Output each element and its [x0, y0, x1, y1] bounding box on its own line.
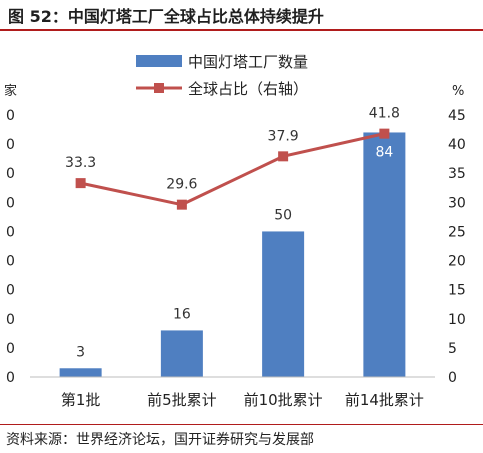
line-data-label: 41.8 [369, 106, 400, 122]
y-axis-right: % 0 5 10 15 20 25 30 35 40 45 [448, 84, 466, 386]
line-point [278, 151, 289, 162]
y-right-unit: % [452, 84, 464, 99]
y-left-tick: 0 [6, 341, 15, 357]
y-left-tick: 0 [6, 312, 15, 328]
bar [262, 231, 305, 377]
x-tick-label: 前5批累计 [147, 391, 217, 409]
y-left-tick: 0 [6, 283, 15, 299]
y-right-tick: 5 [448, 341, 457, 357]
y-right-tick: 35 [448, 166, 466, 182]
bar-series: 3 16 50 84 [59, 132, 406, 377]
title-rule [0, 29, 483, 31]
x-tick-label: 前14批累计 [345, 391, 424, 409]
y-left-tick: 0 [6, 370, 15, 386]
y-left-tick: 0 [6, 137, 15, 153]
bar [59, 368, 102, 377]
y-right-tick: 45 [448, 108, 466, 124]
line-point [176, 199, 187, 210]
source-note: 资料来源：世界经济论坛，国开证券研究与发展部 [6, 432, 314, 448]
bar [160, 330, 203, 377]
y-right-tick: 20 [448, 254, 466, 270]
x-tick-label: 第1批 [61, 391, 101, 409]
line-point [379, 128, 390, 139]
y-left-tick: 0 [6, 195, 15, 211]
y-right-tick: 25 [448, 224, 466, 240]
bar-data-label: 50 [274, 207, 292, 223]
y-left-tick: 0 [6, 166, 15, 182]
bar-data-label: 16 [173, 306, 191, 322]
bar [363, 132, 406, 377]
y-left-tick: 0 [6, 224, 15, 240]
y-left-tick: 0 [6, 108, 15, 124]
y-right-tick: 30 [448, 195, 466, 211]
y-axis-left: 家 0 0 0 0 0 0 0 0 0 0 [4, 83, 17, 386]
line-data-label: 37.9 [268, 128, 299, 144]
bar-data-label: 84 [375, 144, 393, 160]
bar-data-label: 3 [76, 344, 85, 360]
y-right-tick: 40 [448, 137, 466, 153]
y-left-tick: 0 [6, 254, 15, 270]
legend-swatch-bar [136, 55, 182, 67]
legend-label-line: 全球占比（右轴） [188, 80, 308, 98]
x-axis: 第1批 前5批累计 前10批累计 前14批累计 [30, 376, 435, 409]
line-point [75, 178, 86, 189]
y-right-tick: 10 [448, 312, 466, 328]
line-data-label: 33.3 [65, 155, 96, 171]
line-path [80, 132, 385, 207]
line-data-label: 29.6 [166, 177, 197, 193]
y-right-tick: 15 [448, 283, 466, 299]
line-series: 33.3 29.6 37.9 41.8 [65, 106, 400, 210]
chart-title: 图 52：中国灯塔工厂全球占比总体持续提升 [8, 7, 324, 26]
legend-label-bar: 中国灯塔工厂数量 [188, 53, 308, 71]
y-right-tick: 0 [448, 370, 457, 386]
legend-marker-line [154, 83, 164, 93]
x-tick-label: 前10批累计 [244, 391, 323, 409]
source-rule [0, 424, 483, 425]
y-left-unit: 家 [4, 83, 17, 99]
